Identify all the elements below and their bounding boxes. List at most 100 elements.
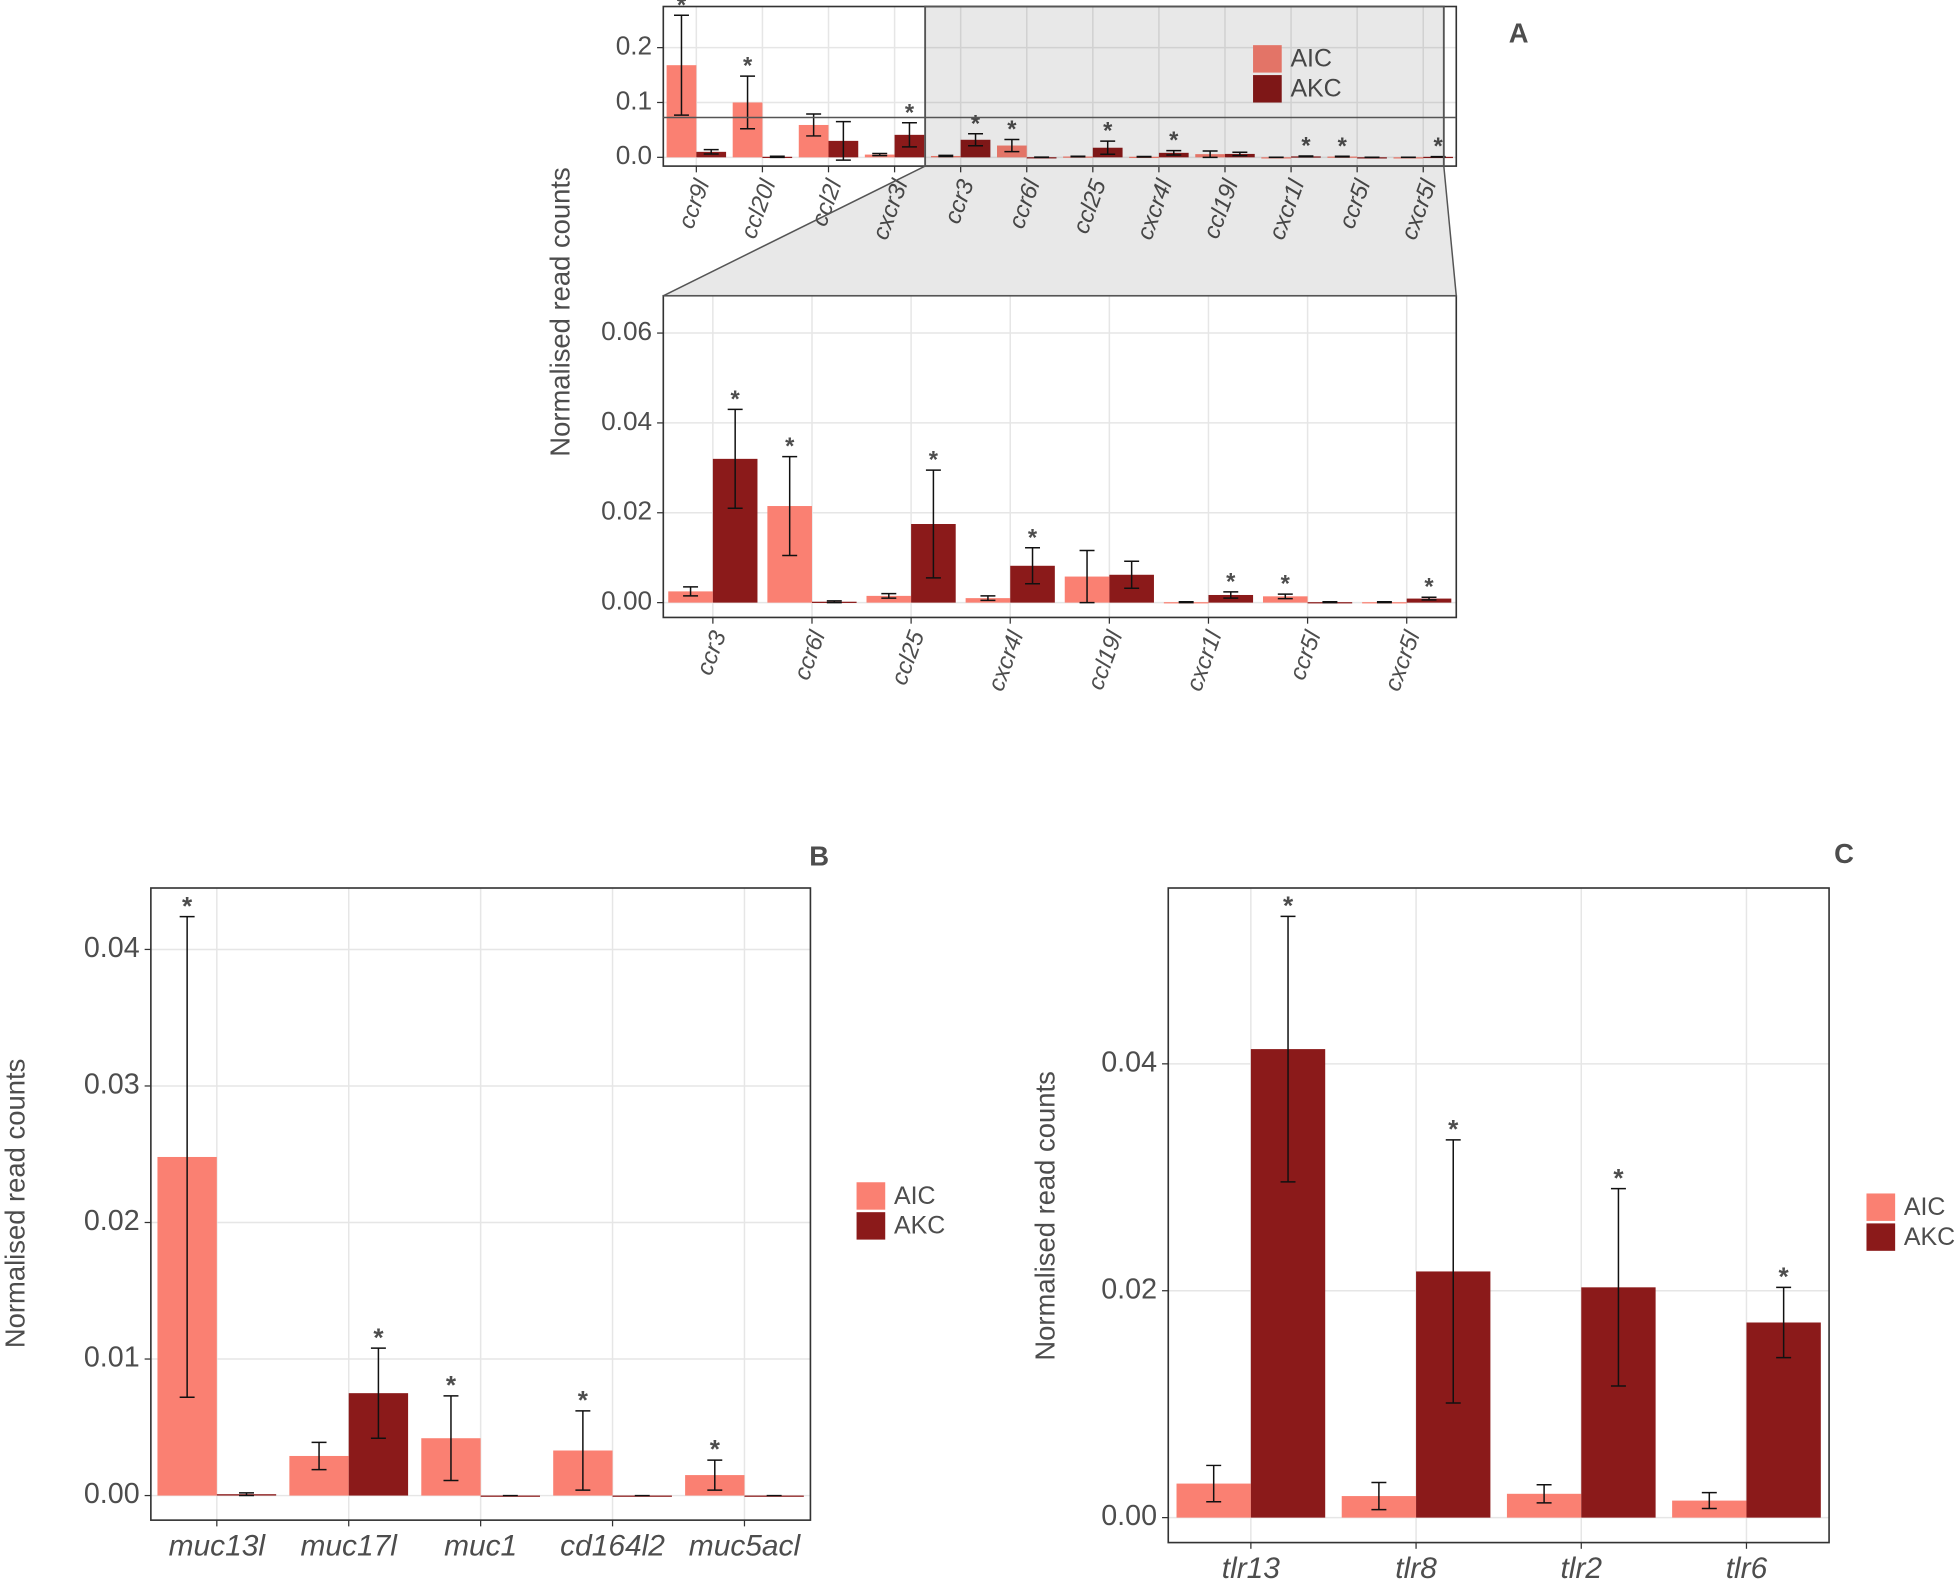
significance-star: * (1448, 1114, 1459, 1144)
plot-border (150, 887, 812, 1521)
bar (668, 591, 713, 603)
significance-star: * (1301, 134, 1311, 160)
error-bar (1445, 1139, 1461, 1404)
error-bar (1298, 155, 1314, 158)
error-bar (980, 595, 996, 602)
error-bar (1536, 1483, 1552, 1504)
x-tick-label: cxcr5l (1380, 627, 1426, 695)
y-tick-label: 0.02 (1101, 1273, 1157, 1305)
significance-star: * (710, 1434, 721, 1464)
error-bar (872, 152, 888, 157)
error-bar (575, 1410, 591, 1491)
x-tick-label: tlr2 (1560, 1552, 1602, 1584)
error-bar (1334, 155, 1350, 158)
error-bar (925, 469, 941, 579)
error-bar (881, 592, 897, 599)
y-tick-label: 0.00 (1101, 1500, 1157, 1532)
error-bar (311, 1441, 327, 1471)
x-tick-label: ccr3 (692, 628, 732, 679)
y-tick-label: 0.00 (84, 1478, 140, 1510)
significance-star: * (1007, 117, 1017, 143)
x-tick-label: muc17l (301, 1529, 399, 1562)
error-bar (370, 1347, 386, 1439)
error-bar (1100, 140, 1116, 156)
x-tick-label: tlr6 (1726, 1552, 1768, 1584)
error-bar (703, 148, 719, 155)
legend-label: AKC (894, 1212, 945, 1240)
panel-letter: C (1834, 838, 1854, 869)
plot-border (1167, 887, 1830, 1544)
significance-star: * (785, 434, 795, 460)
x-tick-label: ccr6l (789, 627, 831, 684)
error-bar (1079, 549, 1095, 604)
legend-label: AKC (1904, 1223, 1955, 1251)
error-bar (1004, 138, 1020, 153)
legend-swatch (1866, 1193, 1896, 1221)
x-tick-label: ccl20l (736, 176, 781, 242)
error-bar (1322, 600, 1338, 604)
error-bar (707, 1459, 723, 1491)
error-bar (683, 586, 699, 597)
error-bar (1223, 591, 1239, 599)
significance-star: * (1169, 128, 1179, 154)
legend-swatch (1866, 1223, 1896, 1251)
plot-background (663, 6, 1457, 167)
y-tick-label: 0.0 (616, 140, 652, 170)
significance-star: * (971, 111, 981, 137)
y-tick-label: 0.2 (616, 31, 652, 61)
y-tick-label: 0.1 (616, 85, 652, 115)
y-tick-label: 0.00 (601, 586, 652, 616)
legend-label: AIC (1904, 1193, 1946, 1221)
x-tick-label: cxcr4l (984, 627, 1030, 695)
error-bar (1070, 155, 1086, 158)
y-axis-title: Normalised read counts (1030, 1071, 1061, 1360)
error-bar (1178, 600, 1194, 604)
significance-star: * (373, 1322, 384, 1352)
legend-swatch (1253, 45, 1282, 73)
zoom-region (924, 5, 1445, 168)
significance-star: * (677, 0, 687, 19)
error-bar (179, 915, 195, 1399)
error-bar (443, 1395, 459, 1482)
y-tick-label: 0.02 (601, 496, 652, 526)
zoom-connector (662, 165, 1458, 297)
significance-star: * (578, 1385, 589, 1415)
significance-star: * (182, 891, 193, 921)
zoom-overlay (662, 5, 1458, 297)
x-tick-label: ccl19l (1083, 627, 1128, 693)
x-tick-label: muc13l (169, 1529, 267, 1562)
legend-swatch (1253, 75, 1282, 103)
y-tick-label: 0.04 (601, 406, 652, 436)
error-bar (1371, 1481, 1387, 1511)
error-bar (835, 120, 851, 161)
y-tick-label: 0.06 (601, 316, 652, 346)
significance-star: * (905, 100, 915, 126)
y-axis-title: Normalised read counts (545, 167, 576, 456)
bar (1262, 596, 1308, 603)
y-tick-label: 0.04 (1101, 1046, 1157, 1078)
error-bar (673, 14, 689, 116)
error-bar (1232, 151, 1248, 157)
bar (960, 139, 991, 158)
x-tick-label: cxcr1l (1182, 627, 1228, 695)
significance-star: * (1028, 525, 1038, 551)
error-bar (1376, 600, 1392, 604)
significance-star: * (1338, 134, 1348, 160)
error-bar (826, 600, 842, 604)
error-bar (1166, 149, 1182, 156)
error-bar (769, 155, 785, 159)
error-bar (1136, 155, 1152, 158)
error-bar (1776, 1286, 1792, 1359)
legend-label: AIC (1290, 45, 1332, 73)
y-tick-label: 0.02 (84, 1205, 140, 1237)
error-bar (782, 455, 798, 557)
significance-star: * (731, 387, 741, 413)
significance-star: * (1283, 891, 1294, 921)
x-tick-label: ccl25 (887, 627, 931, 689)
error-bar (1124, 560, 1140, 589)
x-tick-label: muc5acl (689, 1529, 802, 1562)
error-bar (1610, 1187, 1626, 1387)
x-tick-label: tlr13 (1222, 1552, 1281, 1584)
